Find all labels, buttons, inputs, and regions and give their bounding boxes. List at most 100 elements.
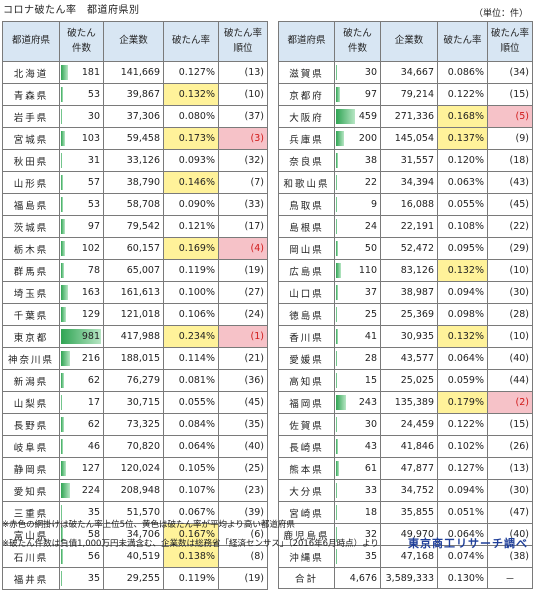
prefecture-cell: 佐賀県: [278, 413, 335, 436]
rate-cell: 0.119%: [163, 567, 219, 590]
count-value: 32: [364, 529, 377, 540]
companies-cell: 29,255: [103, 567, 164, 590]
table-row: 滋賀県 30 34,667 0.086% (34): [278, 61, 533, 84]
count-bar: [336, 417, 338, 432]
total-label: 合計: [278, 567, 335, 589]
rank-cell: (3): [218, 127, 268, 150]
table-row: 香川県 41 30,935 0.132% (10): [278, 325, 533, 348]
table-row: 徳島県 25 25,369 0.098% (28): [278, 303, 533, 326]
companies-cell: 35,855: [380, 501, 438, 524]
count-bar: [61, 197, 64, 212]
header-count: 破たん 件数: [334, 21, 381, 62]
companies-cell: 208,948: [103, 479, 164, 502]
companies-cell: 271,336: [380, 105, 438, 128]
table-row: 神奈川県 216 188,015 0.114% (21): [2, 347, 268, 370]
header-companies: 企業数: [103, 21, 164, 62]
rank-cell: (30): [487, 479, 533, 502]
table-row: 茨城県 97 79,542 0.121% (17): [2, 215, 268, 238]
count-bar: [336, 285, 338, 300]
count-bar: [61, 395, 62, 410]
count-bar: [336, 373, 337, 388]
prefecture-cell: 大阪府: [278, 105, 335, 128]
bankruptcy-count-cell: 181: [59, 61, 104, 84]
count-value: 127: [81, 463, 100, 474]
note-data-source: ※破たん件数は負債1,000万円未満含む、企業数は総務省「経済センサス」（201…: [2, 539, 379, 549]
prefecture-cell: 山梨県: [2, 391, 60, 414]
table-row: 福島県 53 58,708 0.090% (33): [2, 193, 268, 216]
count-bar: [336, 263, 341, 278]
table-row: 宮城県 103 59,458 0.173% (3): [2, 127, 268, 150]
rate-cell: 0.102%: [437, 435, 488, 458]
bankruptcy-count-cell: 459: [334, 105, 381, 128]
count-value: 62: [87, 419, 100, 430]
rank-cell: (45): [218, 391, 268, 414]
companies-cell: 47,877: [380, 457, 438, 480]
count-bar: [61, 329, 101, 344]
count-bar: [336, 505, 337, 520]
table-header-row: 都道府県 破たん 件数 企業数 破たん率 破たん率 順位: [278, 21, 533, 62]
prefecture-cell: 静岡県: [2, 457, 60, 480]
header-prefecture: 都道府県: [2, 21, 60, 62]
companies-cell: 30,935: [380, 325, 438, 348]
count-value: 15: [364, 375, 377, 386]
count-value: 43: [364, 441, 377, 452]
count-value: 53: [87, 89, 100, 100]
header-count-line2: 件数: [347, 42, 367, 54]
bankruptcy-count-cell: 22: [334, 171, 381, 194]
rank-cell: (37): [218, 105, 268, 128]
rate-cell: 0.105%: [163, 457, 219, 480]
table-row: 佐賀県 30 24,459 0.122% (15): [278, 413, 533, 436]
bankruptcy-count-cell: 35: [59, 567, 104, 590]
count-bar: [336, 219, 337, 234]
bankruptcy-count-cell: 30: [59, 105, 104, 128]
count-value: 24: [364, 221, 377, 232]
total-row: 合計 4,676 3,589,333 0.130% －: [278, 567, 533, 589]
prefecture-cell: 香川県: [278, 325, 335, 348]
count-bar: [336, 439, 338, 454]
count-value: 38: [364, 155, 377, 166]
count-bar: [61, 263, 65, 278]
prefecture-cell: 秋田県: [2, 149, 60, 172]
prefecture-cell: 北海道: [2, 61, 60, 84]
rank-cell: (33): [218, 193, 268, 216]
rank-cell: (44): [487, 369, 533, 392]
table-row: 広島県 110 83,126 0.132% (10): [278, 259, 533, 282]
header-companies: 企業数: [380, 21, 438, 62]
rate-cell: 0.095%: [437, 237, 488, 260]
count-value: 46: [87, 441, 100, 452]
bankruptcy-count-cell: 243: [334, 391, 381, 414]
rate-cell: 0.081%: [163, 369, 219, 392]
rank-cell: (40): [487, 347, 533, 370]
count-value: 61: [364, 463, 377, 474]
table-row: 愛知県 224 208,948 0.107% (23): [2, 479, 268, 502]
rank-cell: (17): [218, 215, 268, 238]
rate-cell: 0.179%: [437, 391, 488, 414]
header-rank-line1: 破たん率: [491, 28, 530, 40]
table-row: 大分県 33 34,752 0.094% (30): [278, 479, 533, 502]
count-value: 9: [370, 199, 377, 210]
rate-cell: 0.114%: [163, 347, 219, 370]
total-count: 4,676: [334, 567, 381, 589]
table-row: 山梨県 17 30,715 0.055% (45): [2, 391, 268, 414]
rate-cell: 0.167%: [163, 523, 219, 546]
rate-cell: 0.090%: [163, 193, 219, 216]
table-row: 京都府 97 79,214 0.122% (15): [278, 83, 533, 106]
rank-cell: (24): [218, 303, 268, 326]
count-bar: [336, 109, 355, 124]
bankruptcy-count-cell: 62: [59, 369, 104, 392]
prefecture-cell: 山口県: [278, 281, 335, 304]
prefecture-cell: 愛知県: [2, 479, 60, 502]
companies-cell: 60,157: [103, 237, 164, 260]
rank-cell: (21): [218, 347, 268, 370]
bankruptcy-count-cell: 15: [334, 369, 381, 392]
header-count-line1: 破たん: [67, 28, 96, 40]
count-value: 17: [87, 397, 100, 408]
bankruptcy-count-cell: 127: [59, 457, 104, 480]
prefecture-cell: 宮城県: [2, 127, 60, 150]
count-bar: [336, 483, 338, 498]
companies-cell: 65,007: [103, 259, 164, 282]
table-row: 和歌山県 22 34,394 0.063% (43): [278, 171, 533, 194]
source-credit: 東京商工リサーチ調べ: [408, 537, 528, 550]
count-value: 62: [87, 375, 100, 386]
count-value: 35: [87, 507, 100, 518]
